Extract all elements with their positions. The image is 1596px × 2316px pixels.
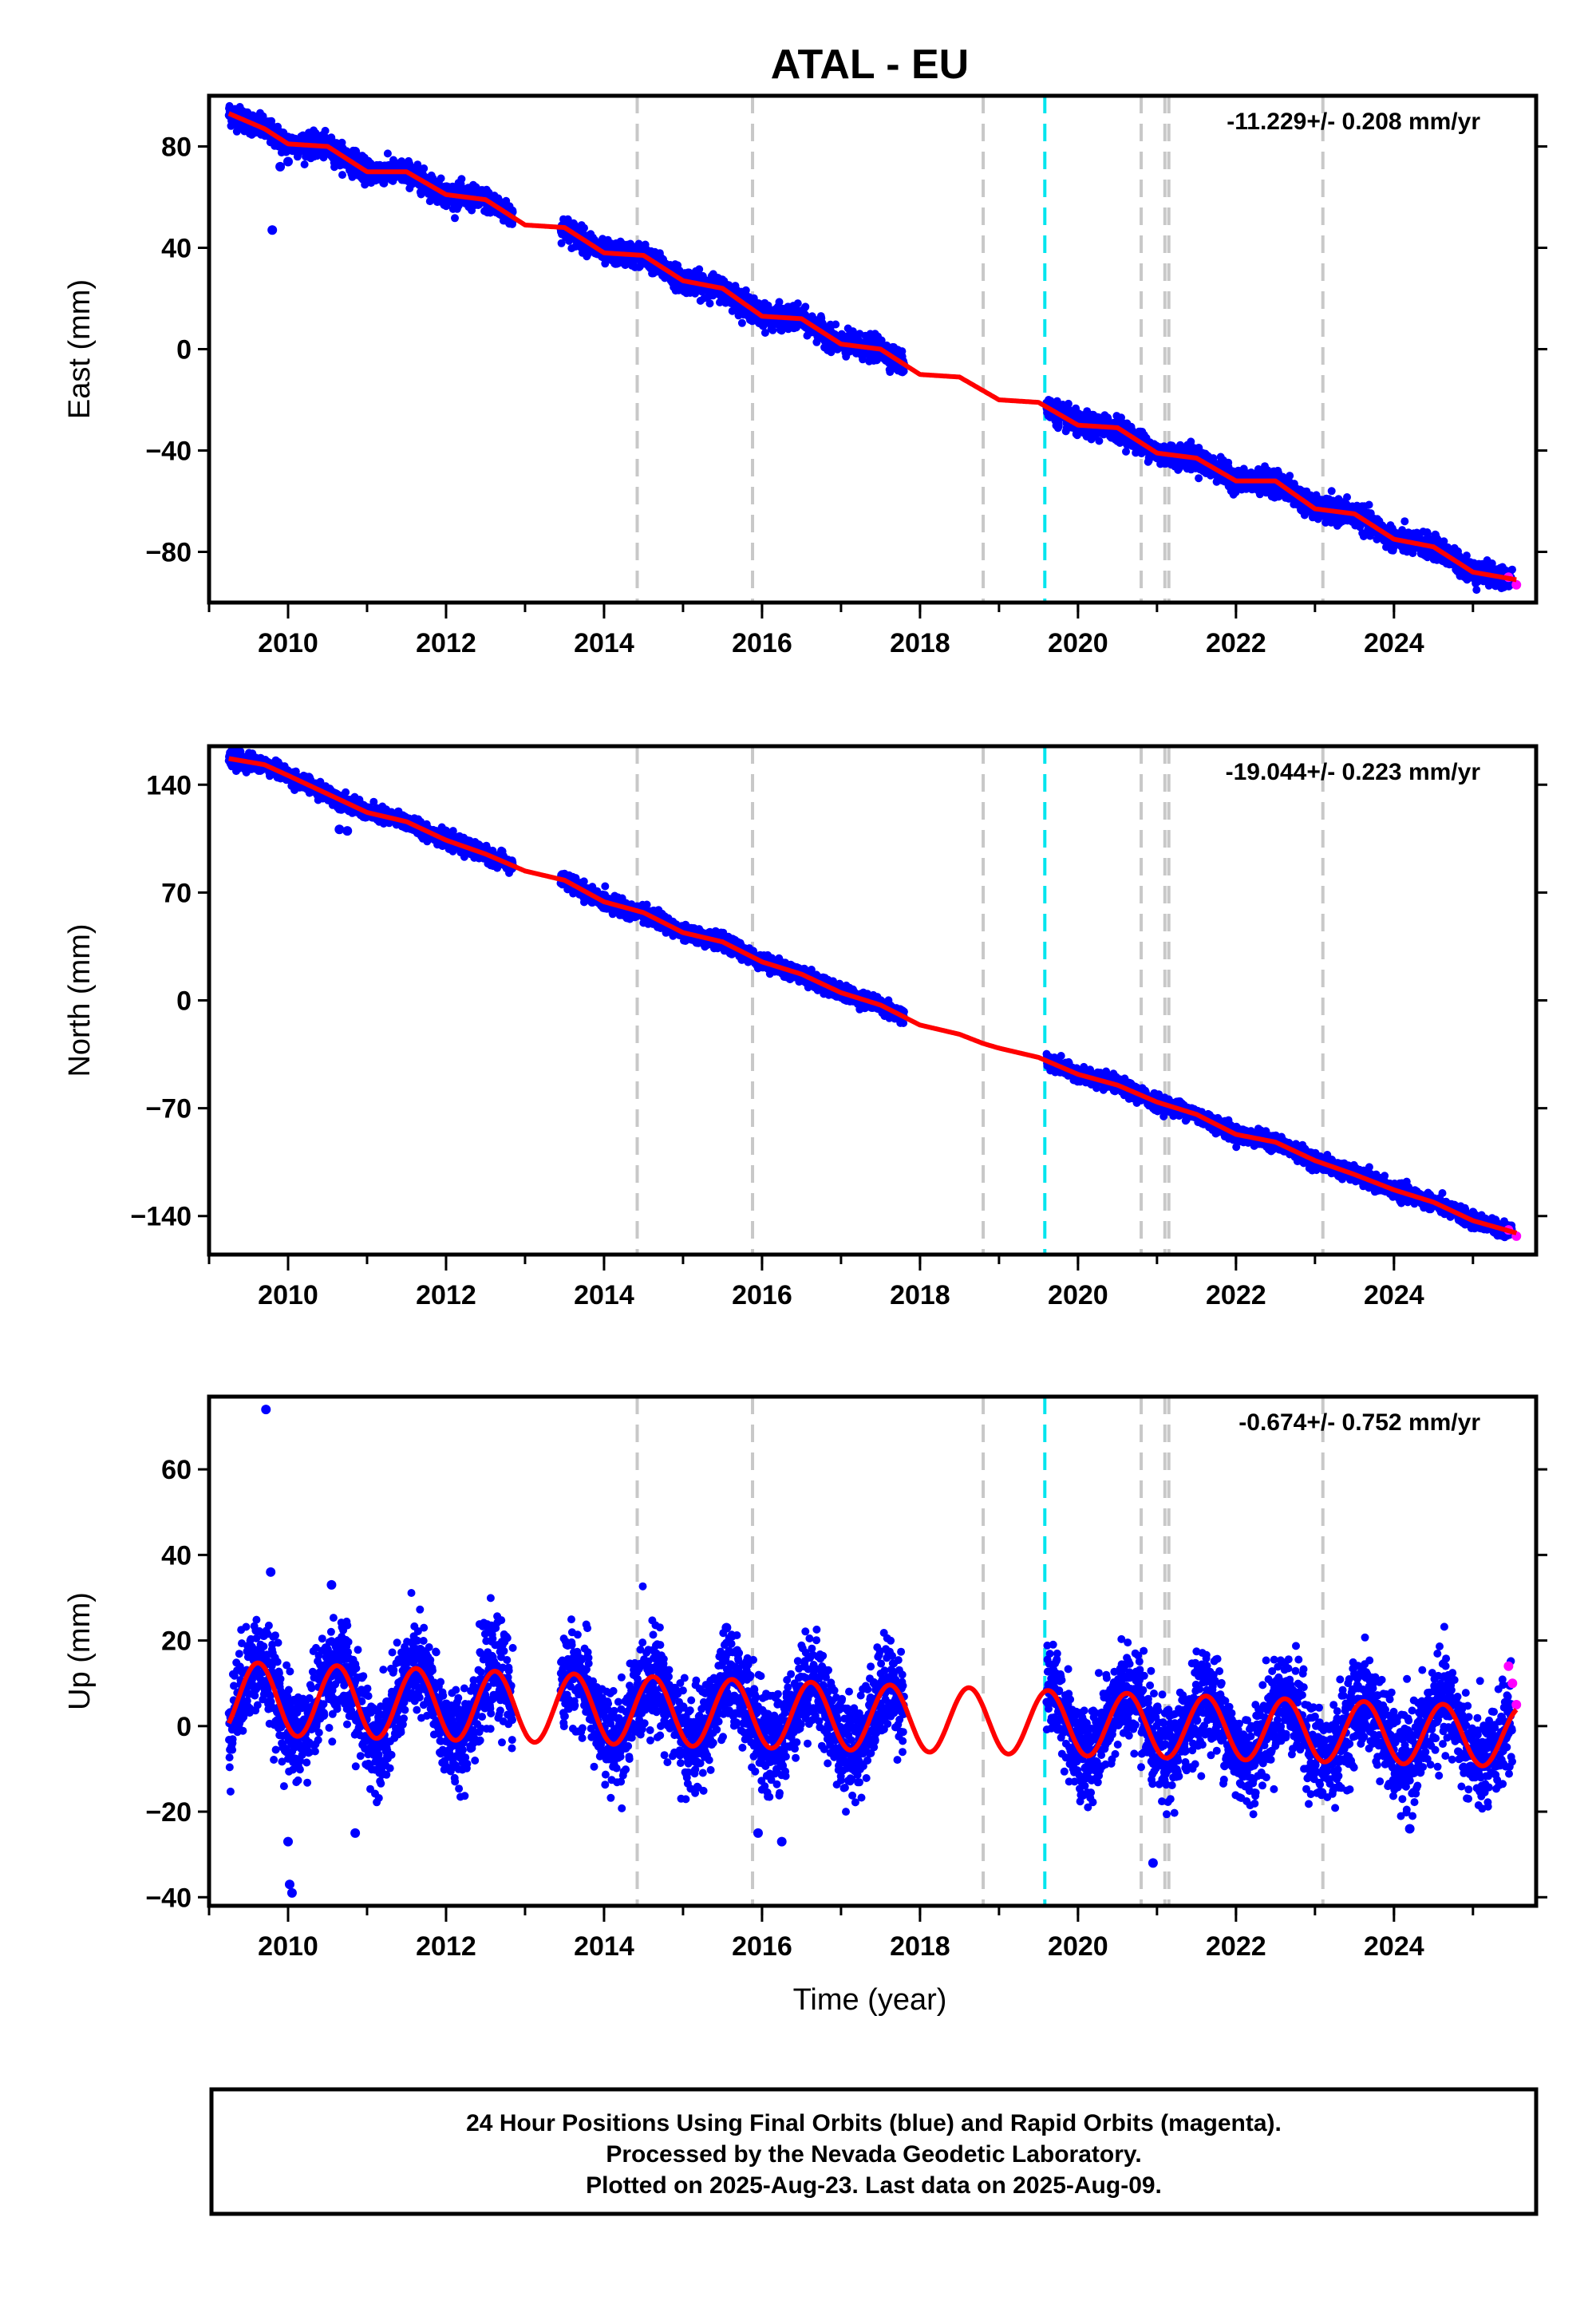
north-x-tick-label-5: 2020 bbox=[1048, 1280, 1108, 1310]
east-plot-area bbox=[224, 96, 1522, 603]
chart-panels: 80 40 0 −40 −80 2010 2012 2014 2016 2018 2020 2022 2… bbox=[63, 93, 1547, 1962]
up-outlier-point-11 bbox=[1404, 1824, 1415, 1834]
up-rapid-orbit-point-1 bbox=[1507, 1678, 1518, 1689]
east-panel: 80 40 0 −40 −80 2010 2012 2014 2016 2018 2020 2022 2… bbox=[63, 93, 1547, 658]
up-outlier-point-7 bbox=[721, 1622, 732, 1633]
north-x-tick-label-1: 2012 bbox=[416, 1280, 476, 1310]
up-outlier-point-6 bbox=[350, 1828, 361, 1838]
up-y-tick-label-4: −20 bbox=[145, 1797, 192, 1828]
up-x-tick-label-2: 2014 bbox=[574, 1931, 634, 1962]
north-x-tick-label-4: 2018 bbox=[890, 1280, 950, 1310]
north-y-tick-label-2: 0 bbox=[176, 986, 192, 1017]
north-x-tick-label-7: 2024 bbox=[1364, 1280, 1424, 1310]
north-x-tick-label-6: 2022 bbox=[1206, 1280, 1266, 1310]
east-outlier-point-3 bbox=[350, 146, 361, 156]
up-x-tick-label-0: 2010 bbox=[258, 1931, 318, 1962]
up-outlier-point-5 bbox=[326, 1579, 337, 1590]
east-x-tick-label-5: 2020 bbox=[1048, 628, 1108, 658]
up-x-tick-label-6: 2022 bbox=[1206, 1931, 1266, 1962]
up-outlier-point-10 bbox=[1148, 1858, 1158, 1868]
up-outlier-point-3 bbox=[284, 1879, 294, 1890]
chart-title: ATAL - EU bbox=[771, 41, 969, 88]
up-y-tick-label-3: 0 bbox=[176, 1712, 192, 1742]
east-x-tick-label-6: 2022 bbox=[1206, 628, 1266, 658]
up-x-tick-label-5: 2020 bbox=[1048, 1931, 1108, 1962]
footer-box: 24 Hour Positions Using Final Orbits (bl… bbox=[209, 2087, 1539, 2216]
up-y-axis-label: Up (mm) bbox=[63, 1592, 97, 1710]
up-outlier-point-9 bbox=[776, 1836, 787, 1847]
up-rate-label: -0.674+/- 0.752 mm/yr bbox=[1238, 1409, 1480, 1436]
east-outlier-point-1 bbox=[282, 156, 293, 167]
east-y-tick-label-3: −40 bbox=[145, 437, 192, 467]
east-y-tick-label-2: 0 bbox=[176, 335, 192, 366]
north-outlier-point-1 bbox=[342, 826, 353, 836]
north-x-tick-label-0: 2010 bbox=[258, 1280, 318, 1310]
east-x-tick-label-7: 2024 bbox=[1364, 628, 1424, 658]
north-outlier-point-2 bbox=[587, 896, 598, 907]
east-x-tick-label-0: 2010 bbox=[258, 628, 318, 658]
east-y-axis-label: East (mm) bbox=[63, 279, 97, 419]
up-x-tick-label-7: 2024 bbox=[1364, 1931, 1424, 1962]
north-y-tick-label-4: −140 bbox=[130, 1202, 192, 1232]
east-rapid-orbit-point-1 bbox=[1511, 579, 1522, 590]
north-y-tick-label-1: 70 bbox=[161, 878, 192, 908]
east-x-tick-label-3: 2016 bbox=[732, 628, 792, 658]
east-x-tick-label-1: 2012 bbox=[416, 628, 476, 658]
footer-line-3: Plotted on 2025-Aug-23. Last data on 202… bbox=[586, 2172, 1162, 2199]
footer-line-1: 24 Hour Positions Using Final Orbits (bl… bbox=[466, 2110, 1282, 2136]
east-rate-label: -11.229+/- 0.208 mm/yr bbox=[1227, 109, 1480, 135]
up-outlier-point-4 bbox=[286, 1887, 297, 1898]
up-rapid-orbit-point-2 bbox=[1511, 1700, 1522, 1710]
north-y-tick-label-0: 140 bbox=[146, 770, 192, 800]
east-y-tick-label-0: 80 bbox=[161, 132, 192, 163]
up-outlier-point-1 bbox=[266, 1567, 276, 1577]
north-x-tick-label-2: 2014 bbox=[574, 1280, 634, 1310]
up-plot-area bbox=[224, 1397, 1522, 1906]
up-y-tick-label-0: 60 bbox=[161, 1455, 192, 1485]
north-outlier-point-0 bbox=[334, 824, 345, 835]
north-x-tick-label-3: 2016 bbox=[732, 1280, 792, 1310]
east-y-tick-label-4: −80 bbox=[145, 538, 192, 568]
up-panel: 60 40 20 0 −20 −40 2010 2012 2014 2016 2018 2020 202… bbox=[63, 1394, 1547, 1962]
footer-line-2: Processed by the Nevada Geodetic Laborat… bbox=[606, 2141, 1141, 2168]
north-rate-label: -19.044+/- 0.223 mm/yr bbox=[1226, 759, 1481, 785]
north-panel: 140 70 0 −70 −140 2010 2012 2014 2016 2018 2020 202… bbox=[63, 744, 1547, 1310]
north-y-axis-label: North (mm) bbox=[63, 923, 97, 1077]
up-outlier-point-0 bbox=[261, 1405, 271, 1415]
north-model-fit-line bbox=[227, 756, 1519, 1235]
up-outlier-point-8 bbox=[753, 1828, 763, 1838]
up-x-tick-label-3: 2016 bbox=[732, 1931, 792, 1962]
east-y-tick-label-1: 40 bbox=[161, 234, 192, 264]
east-outlier-point-2 bbox=[275, 161, 286, 172]
north-final-orbit-points bbox=[224, 747, 1516, 1242]
up-rapid-orbit-point-0 bbox=[1503, 1661, 1514, 1671]
north-plot-area bbox=[224, 746, 1522, 1255]
up-frame bbox=[207, 1394, 1539, 1908]
east-x-tick-label-2: 2014 bbox=[574, 628, 634, 658]
east-outlier-point-0 bbox=[267, 225, 278, 235]
up-x-tick-label-4: 2018 bbox=[890, 1931, 950, 1962]
up-model-fit-line bbox=[226, 1660, 1519, 1769]
up-x-tick-label-1: 2012 bbox=[416, 1931, 476, 1962]
up-y-tick-label-2: 20 bbox=[161, 1626, 192, 1657]
up-y-tick-label-1: 40 bbox=[161, 1540, 192, 1571]
up-y-tick-label-5: −40 bbox=[145, 1883, 192, 1913]
east-model-fit-line bbox=[227, 111, 1519, 583]
east-x-tick-label-4: 2018 bbox=[890, 628, 950, 658]
north-y-tick-label-3: −70 bbox=[145, 1094, 192, 1124]
up-final-orbit-points bbox=[224, 1405, 1516, 1898]
x-axis-label: Time (year) bbox=[793, 1983, 947, 2017]
up-outlier-point-2 bbox=[282, 1836, 293, 1847]
